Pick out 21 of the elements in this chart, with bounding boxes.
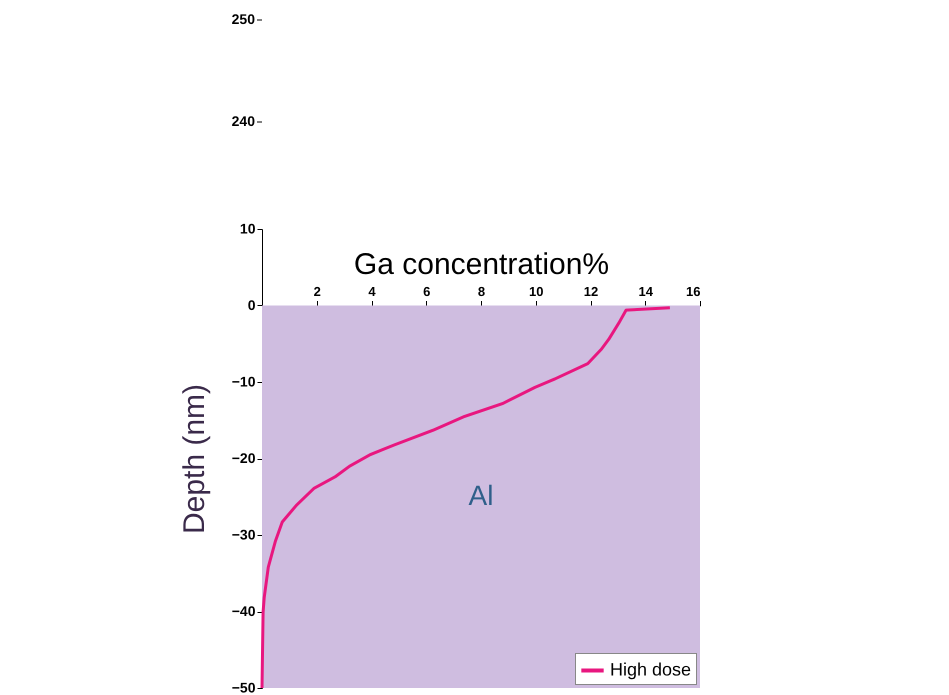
legend-label: High dose bbox=[610, 660, 692, 680]
x-tick-label: 16 bbox=[686, 284, 700, 299]
band-label: Al bbox=[468, 480, 494, 511]
x-tick-label: 12 bbox=[584, 284, 598, 299]
x-tick-label: 2 bbox=[314, 284, 321, 299]
text: 240 bbox=[232, 113, 256, 129]
y-tick-label: 10 bbox=[240, 220, 256, 236]
y-tick-label: −10 bbox=[232, 374, 256, 390]
y-tick-label: −50 bbox=[232, 680, 256, 695]
x-tick-label: 14 bbox=[638, 284, 654, 299]
text: 250 bbox=[232, 11, 256, 27]
x-axis-title: Ga concentration% bbox=[354, 248, 610, 281]
x-tick-label: 8 bbox=[478, 284, 486, 299]
y-tick-label: −20 bbox=[232, 450, 256, 466]
x-tick-label: 10 bbox=[529, 284, 544, 299]
y-tick-label: −40 bbox=[232, 603, 256, 619]
x-tick-label: 4 bbox=[368, 284, 376, 299]
y-tick-label: 0 bbox=[248, 297, 256, 313]
y-tick-label: −30 bbox=[232, 526, 256, 542]
x-tick-label: 6 bbox=[423, 284, 430, 299]
y-axis-title: Depth (nm) bbox=[178, 384, 211, 534]
